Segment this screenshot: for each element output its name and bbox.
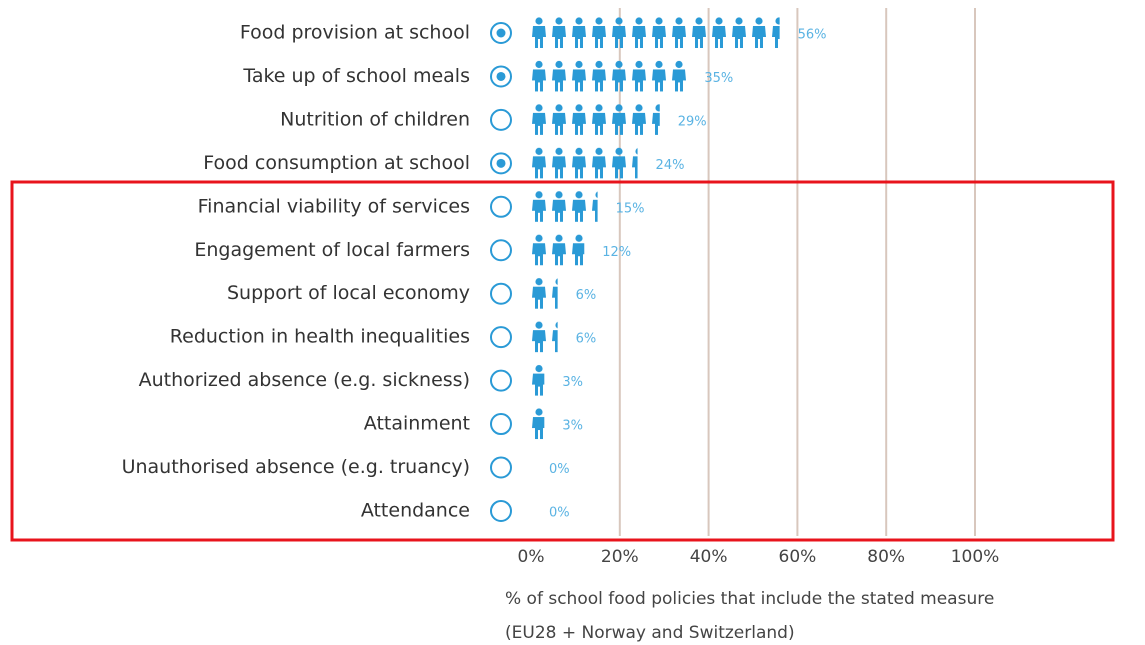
category-label: Food provision at school [240,22,470,44]
radio-marker [490,413,512,436]
bar [531,364,545,397]
bar [531,277,558,310]
bar [531,103,660,136]
highlight-box [10,180,1115,542]
bar [531,17,780,49]
radio-marker [490,326,512,349]
category-label: Attendance [361,499,470,521]
value-label: 29% [678,114,707,129]
value-label: 15% [616,201,645,216]
value-label: 56% [798,28,827,43]
radio-dot [496,28,506,38]
value-label: 3% [562,419,583,434]
bar-group [531,147,638,180]
category-label: Food consumption at school [203,152,470,174]
x-tick-label: 100% [951,547,1000,567]
value-label: 35% [704,71,733,86]
bar [531,190,598,223]
category-label: Attainment [364,413,470,435]
bar [531,147,638,180]
category-label: Engagement of local farmers [194,239,470,261]
x-tick-label: 0% [518,547,545,567]
radio-dot [496,71,506,81]
bar-group [531,103,660,136]
x-axis-title: % of school food policies that include t… [505,589,994,609]
bar-group [531,364,545,397]
value-label: 0% [549,505,570,520]
bar-group [531,234,585,267]
category-label: Financial viability of services [198,195,470,217]
radio-marker [490,239,512,262]
value-label: 6% [576,332,597,347]
bar-group [531,321,558,354]
x-tick-label: 20% [601,547,639,567]
x-tick-label: 40% [690,547,728,567]
x-axis-note: (EU28 + Norway and Switzerland) [505,623,795,643]
x-tick-label: 80% [867,547,905,567]
value-label: 12% [602,245,631,260]
bar-group [531,17,780,49]
bar-group [531,60,687,93]
category-label: Take up of school meals [242,65,470,87]
category-label: Nutrition of children [280,108,470,130]
radio-marker [490,499,512,522]
bar-group [531,408,545,441]
bar [531,321,558,354]
radio-dot [496,158,506,168]
radio-marker [490,282,512,305]
category-label: Authorized absence (e.g. sickness) [139,369,470,391]
value-label: 6% [576,288,597,303]
bar-group [531,190,598,223]
category-label: Unauthorised absence (e.g. truancy) [122,456,470,478]
radio-marker [490,456,512,479]
bar [531,60,687,93]
radio-marker [490,195,512,218]
value-label: 0% [549,462,570,477]
value-label: 24% [656,158,685,173]
bar [531,408,545,441]
radio-marker [490,369,512,392]
value-label: 3% [562,375,583,390]
category-label: Support of local economy [227,282,470,304]
x-tick-label: 60% [779,547,817,567]
category-label: Reduction in health inequalities [170,326,470,348]
bar-group [531,277,558,310]
bar [531,234,585,267]
radio-marker [490,108,512,131]
